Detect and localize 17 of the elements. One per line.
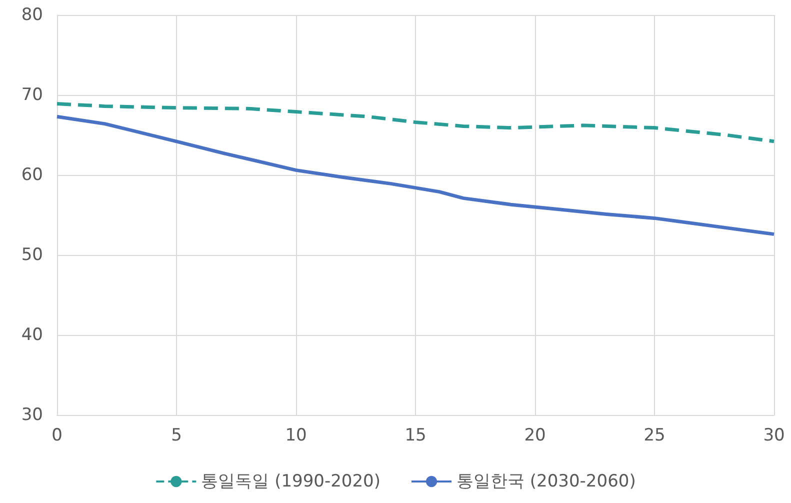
x-tick-label: 0 (52, 426, 62, 446)
line-series (55, 102, 776, 144)
y-tick-label: 40 (21, 325, 43, 345)
y-tick-label: 30 (21, 405, 43, 425)
legend-label: 통일한국 (2030-2060) (456, 472, 636, 492)
legend-label: 통일독일 (1990-2020) (201, 472, 381, 492)
x-tick-label: 20 (524, 426, 546, 446)
y-tick-label: 70 (21, 85, 43, 105)
y-tick-label: 60 (21, 165, 43, 185)
y-tick-label: 80 (21, 5, 43, 25)
x-tick-label: 25 (644, 426, 666, 446)
x-tick-label: 30 (763, 426, 785, 446)
x-tick-label: 10 (285, 426, 307, 446)
x-tick-label: 15 (404, 426, 426, 446)
x-tick-label: 5 (171, 426, 182, 446)
y-tick-label: 50 (21, 245, 43, 265)
line-series (55, 114, 776, 236)
